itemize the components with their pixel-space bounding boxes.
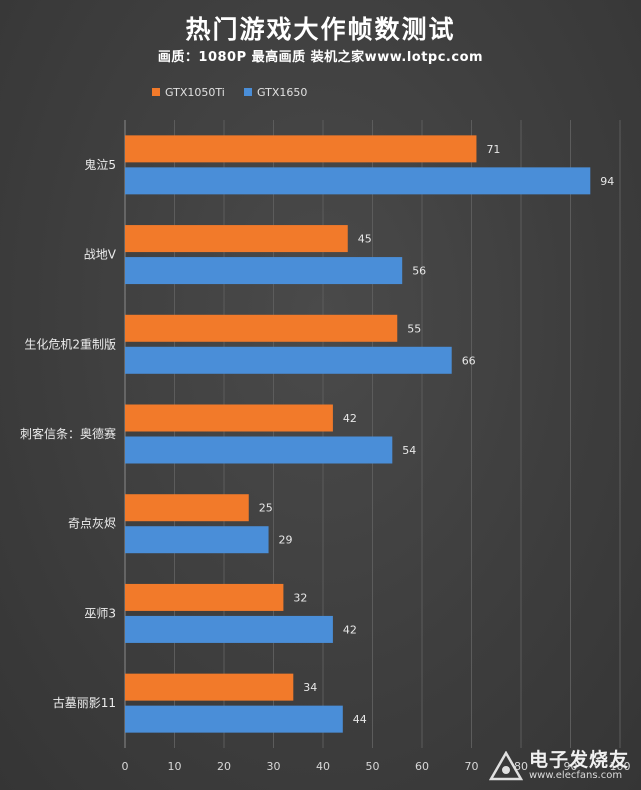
data-label: 56 (412, 265, 426, 278)
data-label: 71 (486, 143, 500, 156)
chart-subtitle: 画质：1080P 最高画质 装机之家www.lotpc.com (157, 50, 484, 65)
elecfans-logo-icon (488, 751, 523, 781)
legend-label: GTX1050Ti (165, 86, 225, 99)
data-label: 32 (293, 591, 307, 604)
chart-title: 热门游戏大作帧数测试 (185, 15, 456, 44)
x-tick-label: 40 (316, 760, 330, 773)
x-tick-label: 60 (415, 760, 429, 773)
data-label: 55 (407, 322, 421, 335)
legend-label: GTX1650 (257, 86, 307, 99)
x-tick-label: 70 (465, 760, 479, 773)
bar (125, 615, 333, 643)
bar (125, 257, 403, 285)
bar (125, 404, 333, 432)
data-label: 54 (402, 444, 416, 457)
bar (125, 583, 284, 611)
bar (125, 167, 591, 195)
data-label: 42 (343, 412, 357, 425)
x-tick-label: 50 (366, 760, 380, 773)
x-tick-label: 80 (514, 760, 528, 773)
legend-swatch (244, 88, 252, 96)
data-label: 44 (353, 713, 367, 726)
x-tick-label: 10 (168, 760, 182, 773)
category-label: 古墓丽影11 (53, 695, 116, 710)
bar (125, 673, 294, 701)
category-label: 生化危机2重制版 (24, 337, 116, 351)
data-label: 66 (462, 354, 476, 367)
watermark-name: 电子发烧友 (528, 749, 629, 771)
x-tick-label: 0 (122, 760, 129, 773)
x-tick-label: 20 (217, 760, 231, 773)
bar (125, 135, 477, 163)
legend-swatch (152, 88, 160, 96)
watermark: 电子发烧友 www.elecfans.com (488, 749, 629, 782)
x-tick-label: 100 (610, 760, 631, 773)
x-tick-label: 30 (267, 760, 281, 773)
data-label: 34 (303, 681, 317, 694)
data-label: 94 (600, 175, 614, 188)
data-label: 45 (358, 233, 372, 246)
bar (125, 346, 452, 374)
bar (125, 494, 249, 522)
watermark-url: www.elecfans.com (528, 770, 623, 781)
data-label: 25 (259, 502, 273, 515)
x-tick-label: 90 (564, 760, 578, 773)
bar (125, 314, 398, 342)
bar (125, 225, 348, 253)
bar (125, 436, 393, 464)
bar (125, 705, 343, 733)
category-label: 巫师3 (84, 606, 116, 620)
category-label: 刺客信条：奥德赛 (20, 426, 116, 441)
bar (125, 526, 269, 554)
category-label: 奇点灰烬 (68, 517, 116, 531)
category-label: 鬼泣5 (84, 157, 116, 172)
data-label: 42 (343, 623, 357, 636)
category-label: 战地V (84, 248, 117, 262)
data-label: 29 (279, 534, 293, 547)
